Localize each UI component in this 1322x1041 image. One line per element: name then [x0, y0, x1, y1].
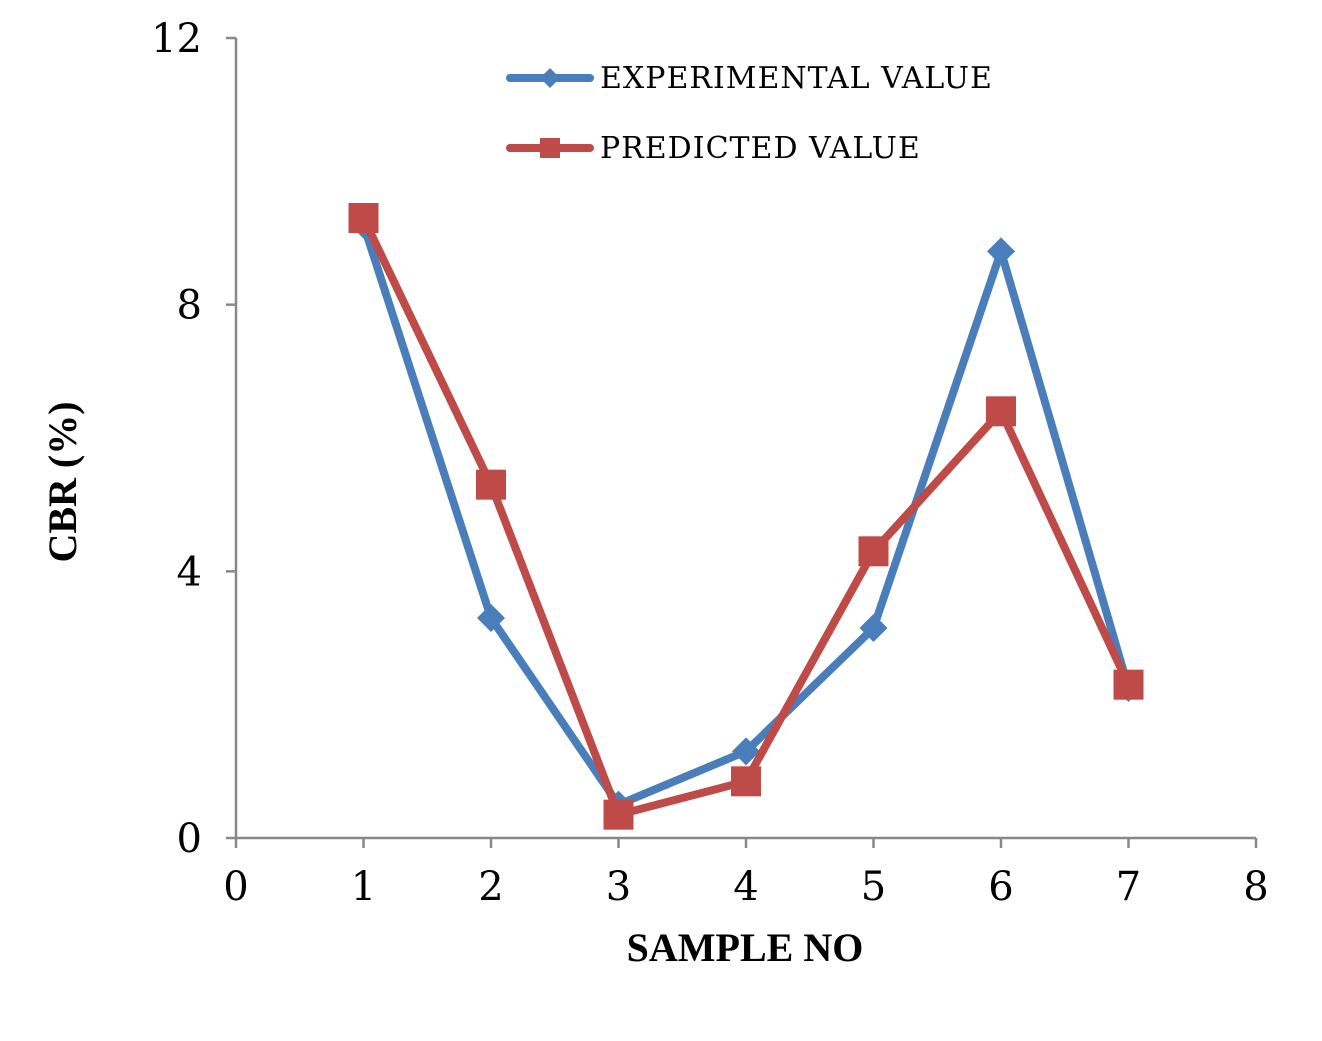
- y-tick-label: 4: [177, 549, 202, 595]
- x-tick-label: 0: [223, 864, 248, 910]
- y-tick-label: 12: [151, 16, 202, 62]
- axes: [226, 36, 1258, 848]
- series-group: [348, 203, 1144, 830]
- data-point: [603, 799, 634, 830]
- y-axis-title: CBR (%): [40, 401, 85, 562]
- x-tick-label: 7: [1116, 864, 1141, 910]
- x-tick-label: 1: [351, 864, 376, 910]
- x-tick-label: 2: [478, 864, 503, 910]
- data-point: [987, 237, 1015, 266]
- data-point: [859, 614, 888, 642]
- legend-label: EXPERIMENTAL VALUE: [600, 61, 993, 96]
- x-tick-label: 4: [733, 864, 758, 910]
- series-experimental: [349, 210, 1143, 819]
- legend-entry: EXPERIMENTAL VALUE: [506, 61, 993, 96]
- data-point: [731, 766, 761, 797]
- data-point: [986, 396, 1016, 427]
- x-axis-title: SAMPLE NO: [627, 925, 864, 970]
- legend-entry: PREDICTED VALUE: [506, 131, 921, 166]
- x-tick-label: 5: [861, 864, 886, 910]
- x-tick-label: 8: [1243, 864, 1268, 910]
- y-tick-label: 0: [177, 816, 202, 862]
- data-point: [476, 469, 506, 500]
- series-predicted: [348, 203, 1144, 830]
- data-point: [858, 536, 889, 567]
- data-point: [732, 737, 760, 766]
- x-tick-label: 3: [606, 864, 631, 910]
- legend-label: PREDICTED VALUE: [600, 131, 921, 166]
- y-tick-label: 8: [177, 283, 202, 329]
- data-point: [477, 604, 505, 632]
- series-line: [359, 220, 1133, 809]
- x-tick-label: 6: [988, 864, 1013, 910]
- legend-swatch-marker: [540, 68, 560, 88]
- legend-swatch-marker: [540, 138, 560, 158]
- data-point: [1113, 669, 1144, 700]
- legend: EXPERIMENTAL VALUE PREDICTED VALUE: [506, 61, 993, 166]
- data-point: [348, 203, 379, 233]
- axis-titles: SAMPLE NO CBR (%): [40, 401, 863, 970]
